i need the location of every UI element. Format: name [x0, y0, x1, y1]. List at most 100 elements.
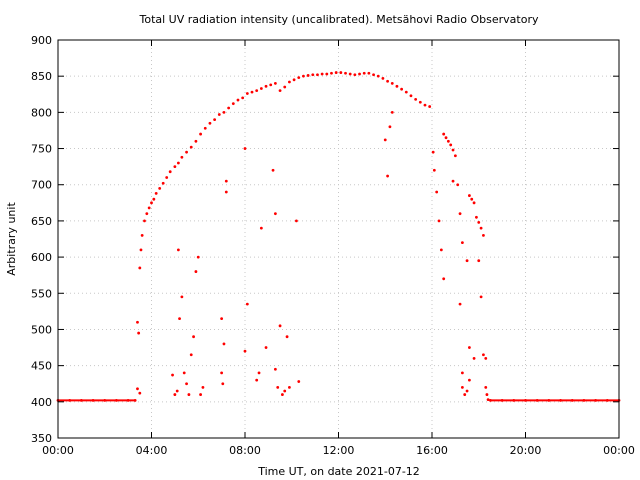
- data-point: [302, 74, 305, 78]
- data-point: [173, 165, 177, 169]
- data-point: [386, 79, 389, 83]
- data-point: [189, 145, 193, 149]
- data-point: [189, 353, 193, 357]
- data-point: [463, 393, 467, 396]
- data-point: [372, 73, 375, 77]
- data-point: [136, 387, 139, 391]
- data-point: [203, 126, 207, 130]
- data-point: [217, 113, 221, 116]
- data-point: [278, 324, 282, 328]
- y-tick-label: 700: [31, 179, 52, 192]
- data-point: [259, 226, 263, 230]
- data-point: [418, 100, 422, 104]
- data-point: [404, 90, 408, 94]
- x-tick-label: 08:00: [229, 444, 261, 457]
- gridlines: [58, 40, 619, 438]
- data-point: [460, 371, 464, 375]
- data-point: [306, 74, 310, 77]
- data-point: [145, 212, 149, 216]
- data-point: [451, 148, 455, 152]
- y-tick-label: 350: [31, 432, 52, 445]
- data-point: [386, 174, 389, 178]
- data-point: [428, 105, 432, 108]
- data-point: [231, 102, 235, 106]
- data-point: [460, 385, 464, 389]
- data-point: [221, 382, 225, 386]
- data-point: [180, 155, 184, 159]
- data-point: [288, 385, 291, 389]
- data-point: [222, 110, 226, 114]
- data-point: [482, 233, 485, 237]
- data-point: [456, 183, 460, 187]
- data-point: [199, 132, 202, 136]
- data-point: [362, 71, 366, 75]
- data-point: [176, 161, 180, 165]
- y-tick-label: 450: [31, 360, 52, 373]
- y-axis-ticks: 350 400 450 500 550 600 650 700 750 800 850 900: [31, 34, 619, 445]
- data-point: [178, 317, 181, 320]
- data-point: [227, 106, 231, 110]
- data-point: [451, 179, 455, 183]
- y-tick-label: 400: [31, 396, 52, 409]
- data-point: [484, 357, 488, 360]
- data-point: [475, 215, 478, 219]
- data-point: [192, 335, 195, 339]
- data-point: [339, 71, 343, 74]
- data-point: [269, 83, 273, 87]
- data-point: [222, 342, 226, 346]
- y-tick-label: 800: [31, 106, 52, 119]
- data-point: [442, 132, 446, 136]
- data-point: [330, 71, 333, 75]
- x-tick-label: 16:00: [416, 444, 448, 457]
- data-point: [484, 385, 488, 389]
- data-point: [273, 82, 277, 85]
- data-point: [138, 266, 142, 270]
- data-point: [297, 380, 301, 383]
- data-point: [435, 190, 439, 194]
- data-point: [236, 98, 240, 102]
- data-point: [460, 241, 464, 245]
- data-point: [259, 87, 263, 90]
- data-point: [175, 389, 179, 393]
- data-point: [165, 176, 169, 179]
- data-point: [390, 110, 394, 114]
- data-point: [257, 371, 261, 375]
- data-point: [477, 259, 481, 263]
- data-point: [243, 147, 247, 150]
- data-point: [283, 389, 287, 393]
- data-point: [271, 168, 275, 172]
- data-point: [432, 168, 436, 172]
- data-point: [285, 335, 289, 339]
- data-point: [241, 96, 245, 100]
- data-point: [325, 72, 329, 76]
- data-point: [250, 90, 254, 94]
- data-point: [171, 373, 174, 377]
- data-point: [383, 138, 387, 142]
- x-tick-label: 20:00: [510, 444, 542, 457]
- data-point: [154, 192, 158, 195]
- y-tick-label: 750: [31, 143, 52, 156]
- data-point: [255, 89, 259, 93]
- x-tick-label: 00:00: [42, 444, 74, 457]
- data-point: [458, 212, 462, 216]
- data-point: [138, 391, 142, 395]
- data-point: [297, 76, 301, 80]
- data-point: [220, 317, 224, 320]
- data-point: [295, 219, 298, 223]
- data-point: [168, 170, 172, 174]
- data-point: [348, 72, 352, 76]
- chart-title: Total UV radiation intensity (uncalibrat…: [139, 13, 539, 26]
- data-point: [409, 94, 413, 98]
- data-point: [446, 139, 450, 143]
- x-tick-label: 04:00: [136, 444, 168, 457]
- y-tick-label: 650: [31, 215, 52, 228]
- data-point: [180, 295, 184, 299]
- data-point: [140, 233, 144, 237]
- data-point: [185, 150, 188, 154]
- data-point: [449, 143, 453, 147]
- data-point: [320, 72, 324, 76]
- data-point: [288, 80, 291, 84]
- data-point: [376, 74, 380, 78]
- data-point: [442, 277, 446, 281]
